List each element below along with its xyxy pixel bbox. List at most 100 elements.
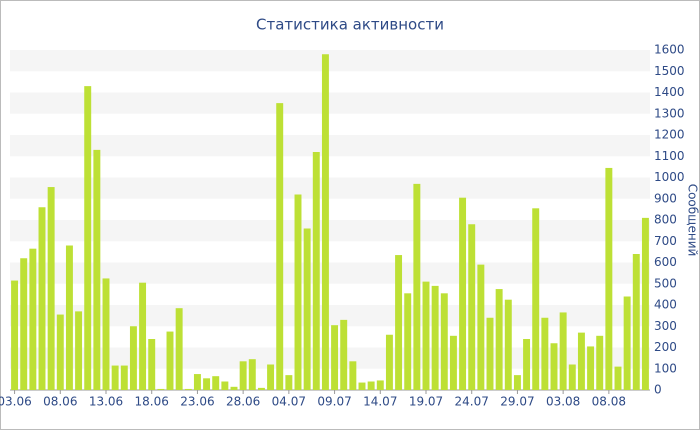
bar (239, 361, 247, 390)
bar (504, 299, 512, 390)
x-tick-label: 09.07 (317, 395, 351, 409)
bar (139, 282, 147, 390)
bar (541, 317, 549, 390)
bar (367, 381, 375, 390)
bar (166, 331, 174, 390)
bar (248, 359, 256, 390)
bar (587, 346, 595, 390)
bar (349, 361, 357, 390)
bar (395, 255, 403, 390)
bar (193, 374, 201, 390)
bar (102, 278, 110, 390)
y-axis-label: Сообщений (686, 184, 700, 257)
bar (157, 388, 165, 390)
bar (47, 187, 55, 390)
x-tick-label: 23.06 (180, 395, 214, 409)
bar (221, 381, 229, 390)
bar (148, 339, 156, 390)
y-tick-label: 100 (654, 361, 677, 375)
bar (623, 296, 631, 390)
bar (468, 224, 476, 390)
x-tick-label: 19.07 (409, 395, 443, 409)
x-tick-label: 08.06 (43, 395, 77, 409)
y-tick-label: 1600 (654, 43, 685, 57)
bar (129, 326, 137, 390)
bar (641, 217, 649, 390)
bar (267, 364, 275, 390)
x-tick-label: 04.07 (272, 395, 306, 409)
bar (331, 325, 339, 390)
bar (303, 228, 311, 390)
bar (422, 281, 430, 390)
y-tick-label: 700 (654, 234, 677, 248)
y-tick-label: 400 (654, 298, 677, 312)
bar (212, 376, 220, 390)
grid-band (10, 135, 650, 157)
x-tick-label: 28.06 (226, 395, 260, 409)
bar (11, 280, 19, 390)
x-tick-label: 29.07 (500, 395, 534, 409)
bar (184, 388, 192, 390)
bar (632, 254, 640, 390)
bar (376, 380, 384, 390)
bar (614, 366, 622, 390)
bar (312, 152, 320, 390)
bar (84, 86, 92, 390)
x-tick-label: 13.06 (89, 395, 123, 409)
bar (20, 258, 28, 390)
bar (203, 378, 211, 390)
grid-band (10, 50, 650, 72)
x-tick-label: 18.06 (135, 395, 169, 409)
y-tick-label: 1000 (654, 170, 685, 184)
bar (385, 334, 393, 390)
chart-title: Статистика активности (256, 16, 444, 34)
x-tick-label: 24.07 (455, 395, 489, 409)
bar (276, 103, 284, 390)
y-tick-label: 0 (654, 383, 662, 397)
grid-band (10, 92, 650, 114)
y-tick-label: 1500 (654, 64, 685, 78)
grid-band (10, 177, 650, 199)
bar (550, 343, 558, 390)
x-tick-label: 03.08 (546, 395, 580, 409)
bar (431, 285, 439, 390)
bar (111, 365, 119, 390)
y-tick-label: 800 (654, 213, 677, 227)
bar (495, 289, 503, 390)
bar (321, 54, 329, 390)
y-tick-label: 300 (654, 319, 677, 333)
bar (523, 339, 531, 390)
bar (513, 375, 521, 390)
y-tick-label: 900 (654, 191, 677, 205)
bar (477, 264, 485, 390)
y-tick-label: 200 (654, 340, 677, 354)
bar (358, 382, 366, 390)
bar (93, 149, 101, 390)
y-tick-label: 1400 (654, 85, 685, 99)
bar (559, 312, 567, 390)
bar (257, 387, 265, 390)
bar (440, 293, 448, 390)
grid-band (10, 262, 650, 284)
y-tick-label: 500 (654, 276, 677, 290)
bar (459, 197, 467, 390)
bar (486, 317, 494, 390)
y-tick-label: 1300 (654, 106, 685, 120)
bar (404, 293, 412, 390)
y-tick-label: 1200 (654, 128, 685, 142)
bar (413, 183, 421, 390)
bar (605, 167, 613, 390)
bar (340, 319, 348, 390)
bar (596, 335, 604, 390)
bar (577, 332, 585, 390)
bar (38, 207, 46, 390)
bar (230, 386, 238, 390)
bar (75, 311, 83, 390)
bar (56, 314, 64, 390)
x-tick-label: 08.08 (592, 395, 626, 409)
y-tick-label: 600 (654, 255, 677, 269)
bar (285, 375, 293, 390)
y-tick-label: 1100 (654, 149, 685, 163)
bar (29, 248, 37, 390)
